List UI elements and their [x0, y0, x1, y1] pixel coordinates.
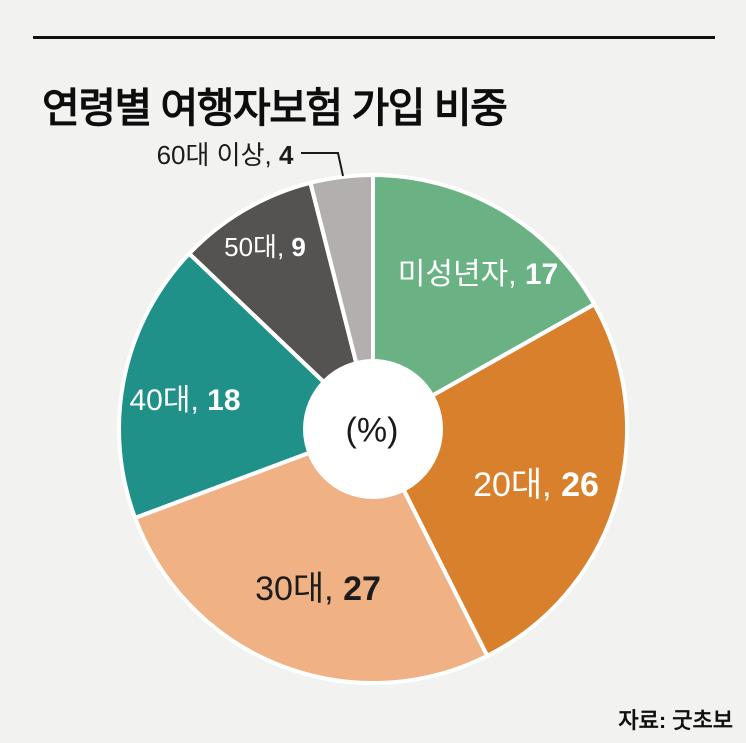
- pie-slice-50s: [189, 182, 373, 429]
- donut-hole: [303, 359, 443, 499]
- pie-slice-border-30s: [133, 427, 490, 685]
- pie-slice-20s: [373, 304, 628, 656]
- pie-slice-border-40s: [117, 251, 375, 520]
- source-note: 자료: 굿초보: [618, 708, 733, 733]
- pie-slice-border-60s-plus: [308, 173, 375, 431]
- pie-slice-border-20s: [371, 302, 629, 658]
- pie-slice-border-50s: [187, 180, 375, 431]
- page-title: 연령별 여행자보험 가입 비중: [42, 85, 508, 132]
- callout-leader-line: [301, 152, 344, 177]
- title-top-rule: [33, 36, 715, 39]
- pie-slice-border-minors: [371, 173, 597, 431]
